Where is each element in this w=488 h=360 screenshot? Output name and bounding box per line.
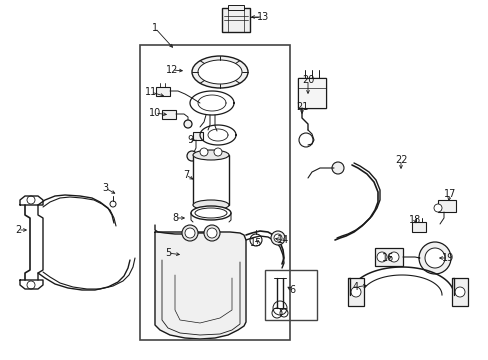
Bar (437, 200, 455, 212)
Ellipse shape (191, 206, 230, 220)
Ellipse shape (198, 60, 242, 84)
Bar (451, 278, 467, 306)
Text: 17: 17 (443, 189, 455, 199)
Text: 9: 9 (186, 135, 193, 145)
Ellipse shape (195, 208, 226, 218)
Bar (227, 5, 244, 10)
Circle shape (206, 228, 217, 238)
Ellipse shape (193, 150, 228, 160)
Bar (264, 270, 316, 320)
Text: 22: 22 (394, 155, 407, 165)
Text: 2: 2 (15, 225, 21, 235)
Circle shape (214, 148, 222, 156)
Ellipse shape (192, 56, 247, 88)
Text: 11: 11 (144, 87, 157, 97)
Text: 6: 6 (288, 285, 294, 295)
Bar (193, 132, 203, 140)
Text: 12: 12 (165, 65, 178, 75)
Text: 8: 8 (172, 213, 178, 223)
Circle shape (182, 225, 198, 241)
Bar (411, 222, 425, 232)
Text: 20: 20 (301, 75, 314, 85)
Circle shape (418, 242, 450, 274)
Bar (140, 45, 289, 340)
Bar (222, 8, 249, 32)
Text: 7: 7 (183, 170, 189, 180)
Bar (297, 78, 325, 108)
Circle shape (200, 148, 207, 156)
Text: 3: 3 (102, 183, 108, 193)
Text: 10: 10 (148, 108, 161, 118)
Bar (297, 78, 325, 108)
Polygon shape (155, 232, 245, 339)
Circle shape (350, 287, 360, 297)
Bar (347, 278, 363, 306)
Circle shape (270, 231, 285, 245)
Text: 15: 15 (249, 238, 262, 248)
Circle shape (186, 151, 197, 161)
Text: 16: 16 (381, 253, 393, 263)
Text: 13: 13 (256, 12, 268, 22)
Text: 19: 19 (441, 253, 453, 263)
Text: 21: 21 (295, 102, 307, 112)
Text: 14: 14 (276, 235, 288, 245)
Bar (156, 87, 170, 96)
Circle shape (331, 162, 343, 174)
Circle shape (388, 252, 398, 262)
Text: 5: 5 (164, 248, 171, 258)
Circle shape (376, 252, 386, 262)
Circle shape (203, 225, 220, 241)
Ellipse shape (193, 200, 228, 210)
Bar (162, 110, 176, 119)
Circle shape (183, 120, 192, 128)
Bar (193, 155, 228, 205)
Text: 18: 18 (408, 215, 420, 225)
Circle shape (454, 287, 464, 297)
Circle shape (433, 204, 441, 212)
Bar (374, 248, 402, 266)
Text: 1: 1 (152, 23, 158, 33)
Circle shape (273, 234, 282, 242)
Circle shape (184, 228, 195, 238)
Text: 4: 4 (352, 282, 358, 292)
Circle shape (424, 248, 444, 268)
